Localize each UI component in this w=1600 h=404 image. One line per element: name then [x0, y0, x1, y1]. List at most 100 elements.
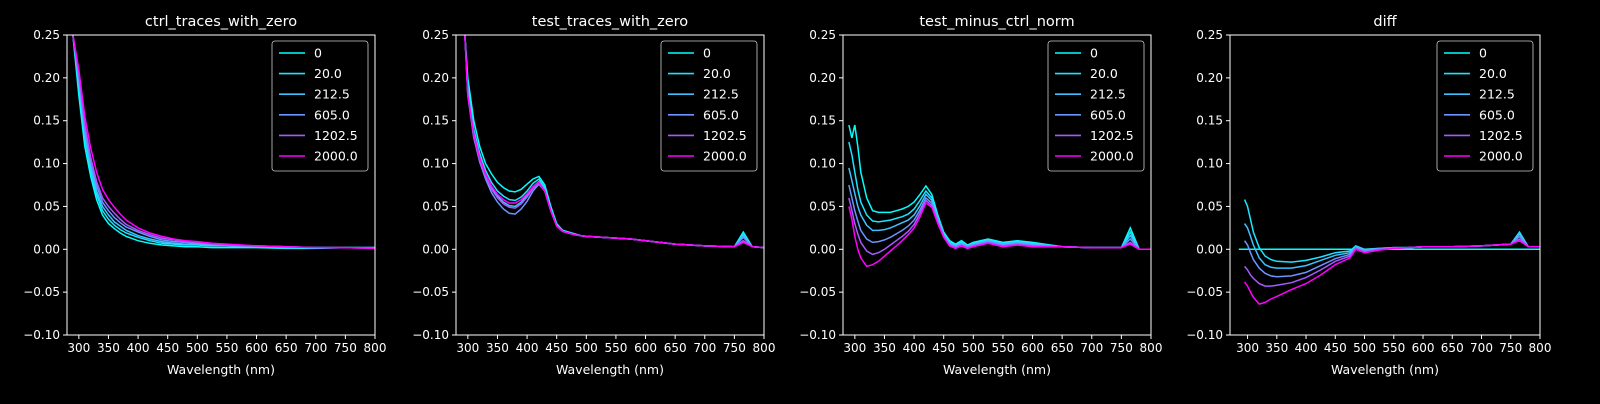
x-tick-label: 800: [753, 341, 776, 355]
x-tick-label: 400: [516, 341, 539, 355]
x-tick-label: 300: [456, 341, 479, 355]
y-tick-label: 0.25: [33, 28, 60, 42]
y-tick-label: 0.20: [809, 71, 836, 85]
y-tick-label: −0.10: [1186, 328, 1223, 342]
x-tick-label: 450: [1324, 341, 1347, 355]
x-tick-label: 350: [97, 341, 120, 355]
series-line-605-0: [1243, 235, 1540, 278]
y-tick-label: 0.00: [1196, 242, 1223, 256]
axes-frame: [455, 34, 765, 336]
series-line-2000-0: [1243, 239, 1540, 305]
legend-label: 212.5: [314, 87, 350, 102]
legend: 0 20.0 212.5 605.0 1202.5 2000.0: [1047, 40, 1145, 172]
y-tick-label: 0.25: [1196, 28, 1223, 42]
y-tick-label: 0.20: [1196, 71, 1223, 85]
legend-label: 605.0: [1090, 107, 1126, 122]
legend-label: 20.0: [1090, 66, 1118, 81]
legend-label: 212.5: [703, 87, 739, 102]
y-tick-label: 0.15: [809, 114, 836, 128]
x-tick-label: 650: [275, 341, 298, 355]
x-tick-label: 300: [67, 341, 90, 355]
x-tick-label: 350: [486, 341, 509, 355]
x-tick-label: 500: [1353, 341, 1376, 355]
legend-label: 0: [1090, 46, 1098, 61]
x-tick-label: 450: [156, 341, 179, 355]
x-tick-label: 750: [1499, 341, 1522, 355]
x-tick-label: 800: [1529, 341, 1552, 355]
x-tick-label: 400: [127, 341, 150, 355]
series-line-212-5: [72, 35, 375, 249]
series-line-2000-0: [72, 35, 375, 250]
legend-label: 2000.0: [1090, 149, 1134, 164]
x-tick-label: 500: [962, 341, 985, 355]
series-line-605-0: [848, 184, 1151, 251]
legend: 0 20.0 212.5 605.0 1202.5 2000.0: [271, 40, 369, 172]
chart-title: ctrl_traces_with_zero: [145, 14, 297, 30]
x-tick-label: 600: [1021, 341, 1044, 355]
x-tick-label: 500: [186, 341, 209, 355]
x-tick-label: 350: [1265, 341, 1288, 355]
x-axis-label: Wavelength (nm): [556, 362, 664, 377]
y-tick-label: −0.05: [799, 285, 836, 299]
x-tick-label: 300: [1236, 341, 1259, 355]
y-tick-label: 0.15: [1196, 114, 1223, 128]
x-tick-label: 800: [364, 341, 387, 355]
legend-label: 605.0: [1479, 107, 1515, 122]
chart-panel-4: 300 350 400 450 500 550 600 650 700 750 800 −0.10 −0…: [1186, 14, 1551, 377]
x-tick-label: 400: [903, 341, 926, 355]
y-tick-label: −0.10: [412, 328, 449, 342]
y-tick-label: 0.00: [809, 242, 836, 256]
series-line-2000-0: [848, 201, 1151, 268]
y-tick-label: −0.10: [23, 328, 60, 342]
legend-label: 2000.0: [1479, 149, 1523, 164]
legend-label: 605.0: [703, 107, 739, 122]
y-tick-label: 0.00: [33, 242, 60, 256]
y-tick-label: −0.05: [23, 285, 60, 299]
chart-panel-3: 300 350 400 450 500 550 600 650 700 750 800 −0.10 −0…: [799, 14, 1162, 377]
y-tick-label: 0.25: [422, 28, 449, 42]
y-tick-label: −0.05: [1186, 285, 1223, 299]
x-tick-label: 350: [873, 341, 896, 355]
series-line-0: [72, 35, 375, 250]
legend-label: 212.5: [1090, 87, 1126, 102]
legend-label: 1202.5: [314, 128, 358, 143]
y-tick-label: 0.15: [422, 114, 449, 128]
x-tick-label: 500: [575, 341, 598, 355]
chart-title: test_minus_ctrl_norm: [919, 14, 1074, 30]
legend-label: 20.0: [1479, 66, 1507, 81]
x-tick-label: 750: [1110, 341, 1133, 355]
series-line-20-0: [1243, 199, 1540, 263]
x-tick-label: 550: [215, 341, 238, 355]
x-tick-label: 600: [634, 341, 657, 355]
y-tick-label: 0.20: [422, 71, 449, 85]
legend: 0 20.0 212.5 605.0 1202.5 2000.0: [1436, 40, 1534, 172]
x-tick-label: 400: [1295, 341, 1318, 355]
axes-frame: [66, 34, 376, 336]
x-tick-label: 750: [334, 341, 357, 355]
x-tick-label: 300: [843, 341, 866, 355]
chart-panel-1: 300 350 400 450 500 550 600 650 700 750 800 −0.10 −0…: [23, 14, 386, 377]
x-axis-label: Wavelength (nm): [167, 362, 275, 377]
legend-label: 212.5: [1479, 87, 1515, 102]
y-tick-label: 0.10: [1196, 157, 1223, 171]
x-axis-label: Wavelength (nm): [943, 362, 1051, 377]
legend-label: 2000.0: [314, 149, 358, 164]
x-tick-label: 650: [1441, 341, 1464, 355]
x-tick-label: 800: [1140, 341, 1163, 355]
x-tick-label: 650: [1051, 341, 1074, 355]
legend-label: 20.0: [314, 66, 342, 81]
series-line-2000-0: [464, 35, 764, 249]
axes-frame: [842, 34, 1152, 336]
chart-title: test_traces_with_zero: [532, 14, 689, 30]
x-tick-label: 700: [1080, 341, 1103, 355]
y-tick-label: 0.05: [1196, 199, 1223, 213]
y-tick-label: 0.10: [33, 157, 60, 171]
chart-panel-2: 300 350 400 450 500 550 600 650 700 750 800 −0.10 −0…: [412, 14, 775, 377]
legend-label: 0: [1479, 46, 1487, 61]
x-tick-label: 700: [304, 341, 327, 355]
y-tick-label: 0.05: [809, 199, 836, 213]
y-tick-label: 0.20: [33, 71, 60, 85]
legend-label: 0: [314, 46, 322, 61]
y-tick-label: −0.10: [799, 328, 836, 342]
